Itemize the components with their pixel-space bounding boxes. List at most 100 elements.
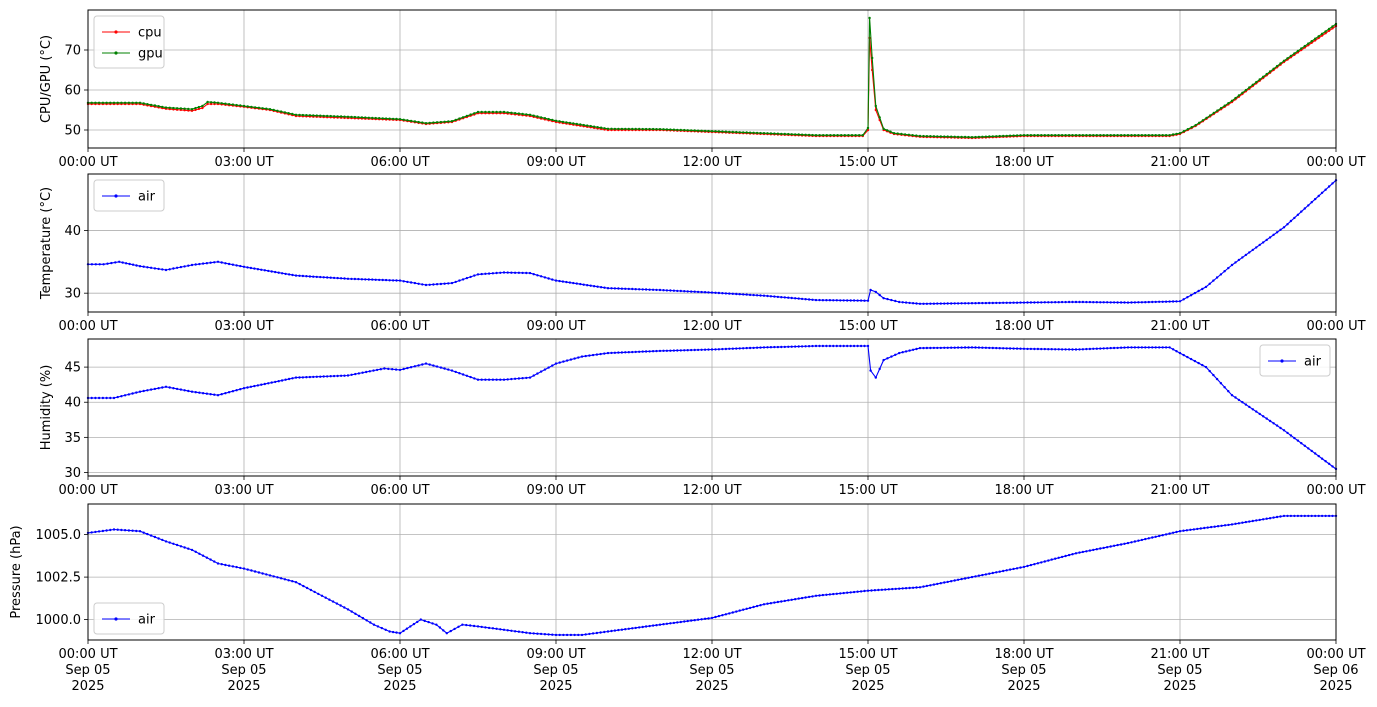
data-point xyxy=(842,591,845,595)
data-point xyxy=(762,294,766,297)
data-point xyxy=(1198,121,1201,125)
data-point xyxy=(627,127,630,131)
data-point xyxy=(766,132,769,135)
data-point xyxy=(308,375,312,379)
data-point xyxy=(1227,102,1230,105)
data-point xyxy=(790,598,793,601)
data-point xyxy=(1279,62,1282,65)
x-tick-label: 09:00 UT xyxy=(526,319,585,334)
series-markers-air xyxy=(86,344,1338,471)
data-point xyxy=(1054,348,1057,351)
data-point xyxy=(974,346,977,349)
data-point xyxy=(818,594,821,597)
data-point xyxy=(1158,346,1161,349)
data-point xyxy=(582,123,585,127)
data-point xyxy=(1234,396,1237,399)
x-tick-label: 12:00 UT xyxy=(682,647,741,662)
data-point xyxy=(588,632,591,636)
data-point xyxy=(374,116,377,120)
data-point xyxy=(379,368,382,371)
data-point xyxy=(903,133,907,136)
data-point xyxy=(179,545,183,548)
data-point xyxy=(416,620,419,624)
data-point xyxy=(683,290,686,293)
data-point xyxy=(995,571,998,574)
data-point xyxy=(476,273,480,276)
data-point xyxy=(1015,301,1019,304)
data-point xyxy=(1244,88,1248,92)
data-point xyxy=(336,276,339,280)
data-point xyxy=(717,348,721,351)
data-point xyxy=(662,128,665,131)
data-point xyxy=(606,287,610,290)
data-point xyxy=(631,627,634,630)
data-point xyxy=(885,129,889,132)
data-point xyxy=(123,394,127,397)
data-point xyxy=(1289,434,1293,437)
data-point xyxy=(554,633,558,637)
data-point xyxy=(915,134,918,137)
data-point xyxy=(846,299,849,302)
data-point xyxy=(315,275,318,279)
data-point xyxy=(690,348,693,352)
data-point xyxy=(135,529,138,533)
data-point xyxy=(461,116,465,119)
data-point xyxy=(974,302,977,305)
data-point xyxy=(354,612,357,615)
data-point xyxy=(357,277,360,281)
data-point xyxy=(714,348,717,351)
data-point xyxy=(752,131,755,134)
data-point xyxy=(738,293,741,296)
data-point xyxy=(932,346,936,350)
data-point xyxy=(375,368,379,372)
data-point xyxy=(1189,294,1193,297)
data-point xyxy=(116,395,119,399)
data-point xyxy=(1085,347,1088,351)
data-point xyxy=(562,360,565,363)
data-point xyxy=(371,116,374,120)
data-point xyxy=(473,274,476,277)
data-point xyxy=(915,302,918,305)
data-point xyxy=(963,135,967,139)
data-point xyxy=(388,117,391,120)
data-point xyxy=(1213,525,1216,528)
data-point xyxy=(368,370,371,373)
data-point xyxy=(832,134,836,137)
data-point xyxy=(662,289,665,292)
data-point xyxy=(235,103,238,107)
data-point xyxy=(1092,347,1095,350)
data-point xyxy=(991,301,994,305)
data-point xyxy=(1192,528,1196,531)
data-point xyxy=(1074,552,1078,555)
data-point xyxy=(953,579,956,582)
data-point xyxy=(599,631,602,634)
data-point xyxy=(1081,134,1085,137)
data-point xyxy=(1307,447,1310,450)
data-point xyxy=(421,121,424,124)
data-point xyxy=(1078,300,1081,304)
data-point xyxy=(1078,348,1081,351)
data-point xyxy=(1186,355,1189,359)
y-tick-label: 30 xyxy=(64,466,81,481)
x-tick-label: 21:00 UT xyxy=(1150,155,1209,170)
data-point xyxy=(201,262,205,265)
data-point xyxy=(854,134,857,137)
data-point xyxy=(858,134,861,137)
x-tick-date: Sep 06 xyxy=(1313,663,1358,678)
data-point xyxy=(977,301,981,305)
data-point xyxy=(579,123,582,126)
data-point xyxy=(631,350,634,354)
data-point xyxy=(343,374,346,377)
data-point xyxy=(891,587,894,591)
data-point xyxy=(811,344,814,348)
data-point xyxy=(480,625,483,629)
data-point xyxy=(981,346,984,349)
data-point xyxy=(346,277,350,280)
data-point xyxy=(1293,436,1296,440)
data-point xyxy=(365,619,368,622)
data-point xyxy=(360,116,364,119)
data-point xyxy=(319,114,322,117)
data-point xyxy=(1005,347,1008,350)
data-point xyxy=(977,346,981,349)
data-point xyxy=(216,101,220,105)
